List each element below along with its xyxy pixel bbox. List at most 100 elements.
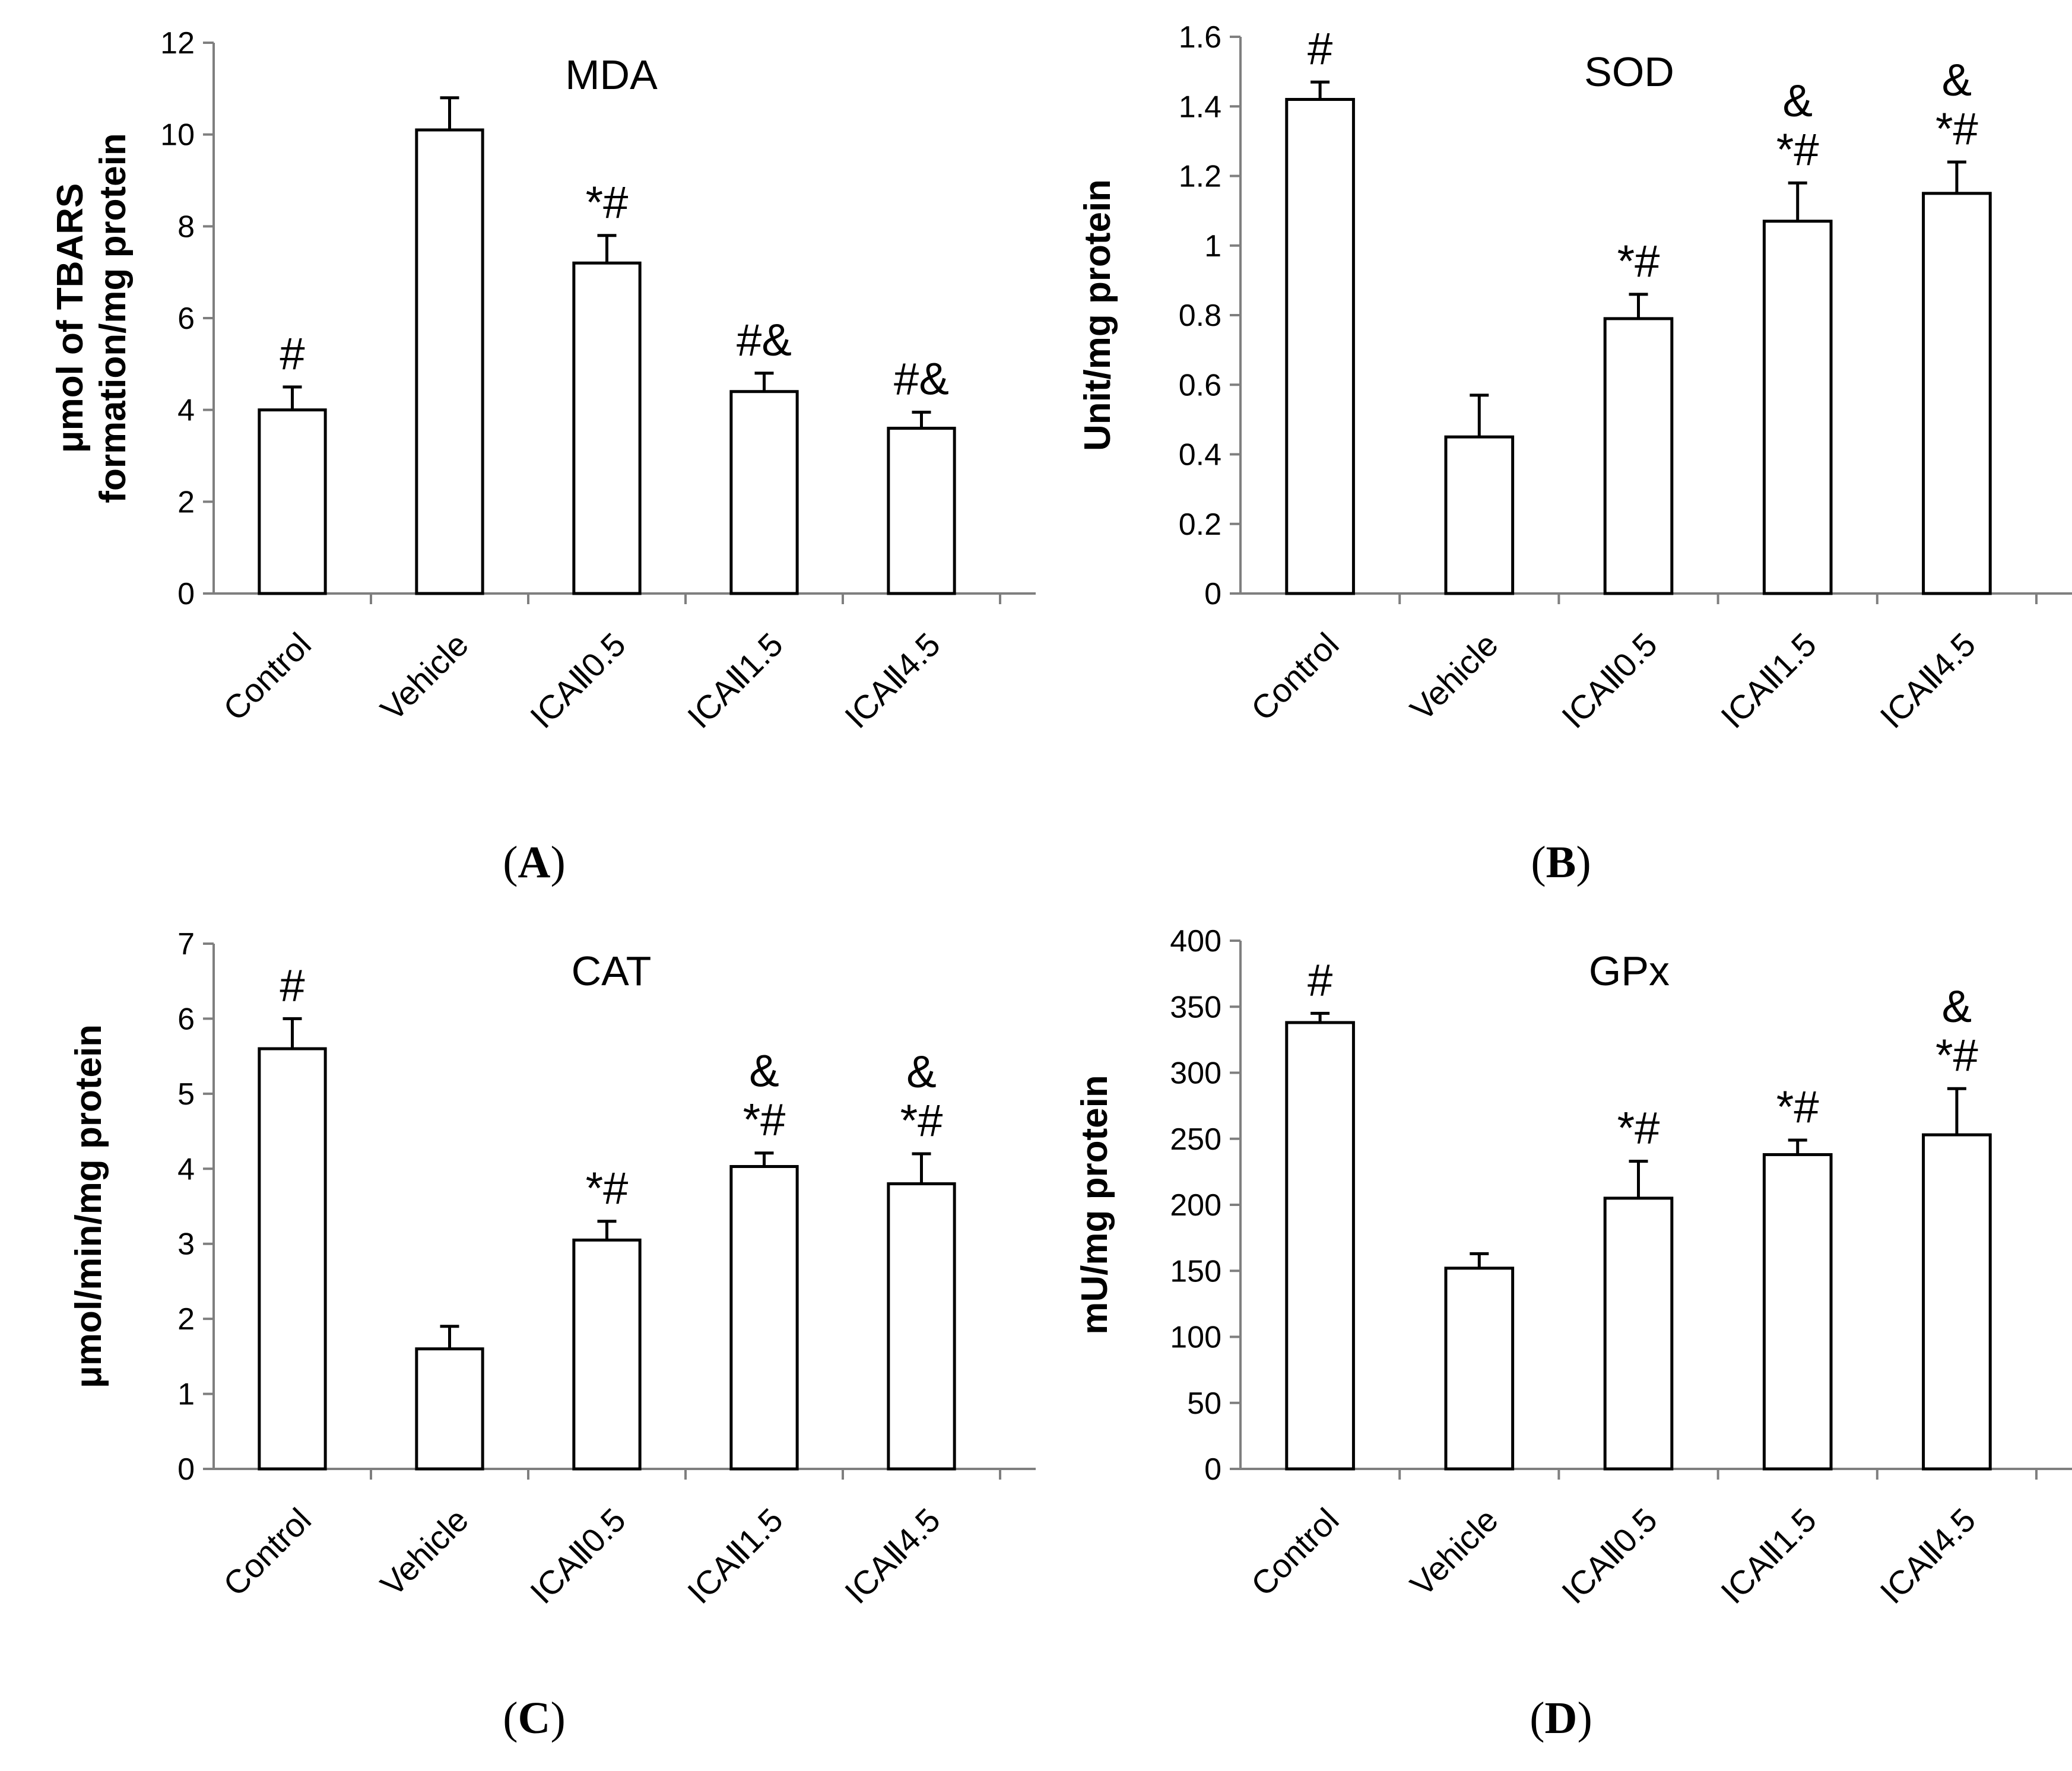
y-tick-label: 0	[177, 577, 195, 611]
significance-marker: *#	[1935, 1030, 1978, 1081]
bar	[574, 263, 640, 593]
x-tick-label: ICAⅡ4.5	[1873, 1501, 1982, 1611]
y-tick-label: 5	[177, 1077, 195, 1112]
y-tick-label: 200	[1170, 1188, 1221, 1223]
significance-marker: *#	[586, 1163, 629, 1214]
x-tick-label: ICAⅡ0.5	[523, 626, 633, 735]
chart-title: MDA	[565, 52, 658, 98]
bar	[1924, 193, 1991, 593]
y-tick-label: 2	[177, 485, 195, 519]
significance-marker: &	[1942, 982, 1972, 1032]
significance-marker: *#	[1617, 236, 1660, 287]
bar	[1605, 1198, 1672, 1469]
y-tick-label: 1.6	[1179, 20, 1221, 55]
panel-label-open: (	[503, 1693, 518, 1743]
y-tick-label: 0	[1204, 577, 1221, 611]
bar	[417, 1349, 483, 1469]
bar	[1287, 1023, 1354, 1469]
significance-marker: *#	[1617, 1103, 1660, 1154]
y-tick-label: 10	[160, 118, 195, 153]
panel-label: (C)	[503, 1693, 566, 1743]
y-tick-label: 0.8	[1179, 299, 1221, 333]
bar	[259, 410, 325, 593]
bar	[889, 429, 954, 593]
x-tick-label: ICAⅡ4.5	[837, 626, 947, 735]
panel-label-close: )	[550, 1693, 565, 1743]
significance-marker: *#	[1776, 1082, 1819, 1132]
bar	[1446, 437, 1513, 593]
y-tick-label: 7	[177, 927, 195, 961]
bar	[417, 130, 483, 593]
panel-label-letter: D	[1545, 1693, 1578, 1743]
panel-label-open: (	[503, 837, 518, 887]
chart-title: SOD	[1584, 49, 1674, 95]
y-tick-label: 3	[177, 1227, 195, 1262]
y-tick-label: 0	[177, 1452, 195, 1487]
significance-marker: #	[280, 329, 304, 379]
y-tick-label: 4	[177, 393, 195, 428]
significance-marker: *#	[900, 1096, 943, 1146]
bar	[1764, 221, 1831, 593]
x-tick-label: Vehicle	[1403, 1501, 1505, 1603]
x-tick-label: Control	[1243, 626, 1346, 728]
panel-label: (B)	[1531, 837, 1591, 887]
panel-label-letter: A	[518, 837, 551, 887]
chart-panel-b: 0 0.2 0.4 0.6 0.8 1 1.2 1.4 1.6 # Control Vehicle *#…	[1036, 0, 2072, 908]
bar	[259, 1049, 325, 1469]
panel-label: (D)	[1530, 1693, 1592, 1743]
y-axis-label: formation/mg protein	[93, 133, 134, 503]
significance-marker: &	[749, 1046, 779, 1097]
chart-title: GPx	[1589, 948, 1670, 994]
x-tick-label: ICAⅡ0.5	[1554, 1501, 1664, 1611]
y-tick-label: 6	[177, 1002, 195, 1036]
y-axis-label: μmol of TBARS	[50, 183, 91, 453]
bar	[574, 1240, 640, 1469]
significance-marker: #	[280, 960, 304, 1011]
panel-label-close: )	[1576, 837, 1591, 887]
y-tick-label: 1	[177, 1378, 195, 1412]
y-axis-label: μmol/min/mg protein	[68, 1024, 109, 1388]
bar	[731, 392, 797, 593]
x-tick-label: ICAⅡ1.5	[680, 1501, 790, 1611]
x-tick-label: Control	[216, 1501, 318, 1603]
y-tick-label: 0	[1204, 1452, 1221, 1487]
significance-marker: &	[1782, 76, 1813, 126]
significance-marker: *#	[1776, 125, 1819, 175]
y-tick-label: 300	[1170, 1056, 1221, 1091]
y-tick-label: 0.6	[1179, 368, 1221, 402]
chart-title: CAT	[572, 948, 652, 994]
y-axis-label: Unit/mg protein	[1077, 179, 1118, 451]
panel-label-open: (	[1530, 1693, 1544, 1743]
bar	[731, 1166, 797, 1469]
significance-marker: *#	[743, 1095, 786, 1145]
y-tick-label: 12	[160, 26, 195, 61]
y-axis-label: mU/mg protein	[1074, 1075, 1115, 1334]
x-tick-label: ICAⅡ4.5	[1873, 626, 1982, 735]
y-tick-label: 0.4	[1179, 438, 1221, 472]
y-tick-label: 150	[1170, 1254, 1221, 1288]
significance-marker: #&	[894, 354, 949, 405]
bar	[1605, 319, 1672, 593]
y-tick-label: 0.2	[1179, 507, 1221, 542]
panel-label-close: )	[550, 837, 565, 887]
y-tick-label: 1.2	[1179, 160, 1221, 194]
x-tick-label: Control	[1243, 1501, 1346, 1603]
y-tick-label: 400	[1170, 924, 1221, 959]
panel-label: (A)	[503, 837, 566, 887]
bar	[1924, 1135, 1991, 1469]
panel-label-open: (	[1531, 837, 1546, 887]
bar	[889, 1184, 954, 1469]
y-tick-label: 4	[177, 1152, 195, 1186]
x-tick-label: ICAⅡ0.5	[523, 1501, 633, 1611]
x-tick-label: Control	[216, 626, 318, 728]
panel-label-letter: C	[518, 1693, 551, 1743]
chart-panel-d: 0 50 100 150 200 250 300 350 400 # Control Vehicle *…	[1036, 908, 2072, 1771]
y-tick-label: 50	[1187, 1386, 1221, 1421]
y-tick-label: 1	[1204, 229, 1221, 264]
x-tick-label: ICAⅡ1.5	[1714, 626, 1823, 735]
significance-marker: &	[1942, 55, 1972, 106]
chart-panel-a: 0 2 4 6 8 10 12 # Control Vehicle *# ICAⅡ0.5 #& ICAⅡ1…	[0, 0, 1036, 908]
x-tick-label: Vehicle	[373, 626, 475, 728]
y-tick-label: 8	[177, 210, 195, 244]
